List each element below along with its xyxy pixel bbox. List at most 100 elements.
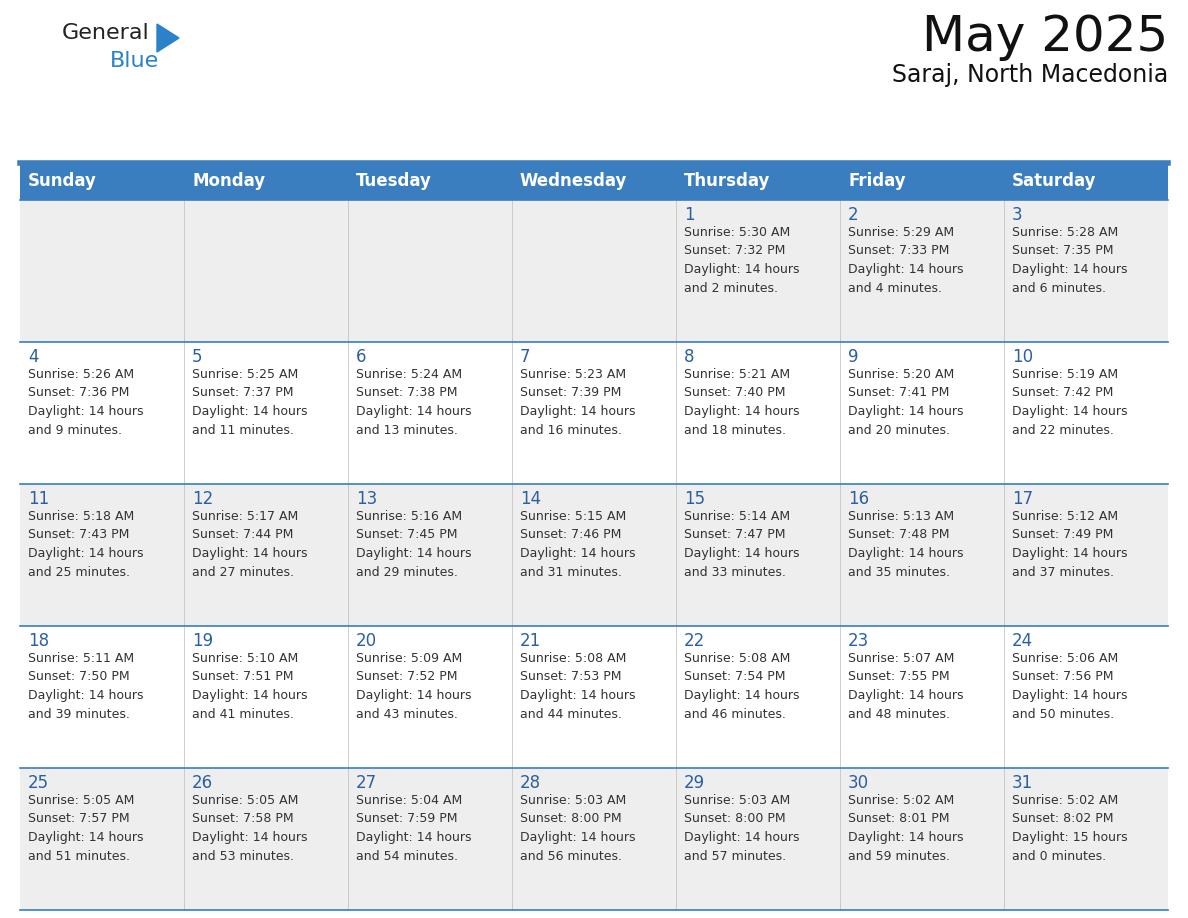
Bar — [20, 200, 184, 342]
Bar — [20, 484, 184, 626]
Text: 16: 16 — [848, 490, 870, 508]
Bar — [1004, 342, 1168, 484]
Bar — [348, 484, 512, 626]
Bar — [1004, 200, 1168, 342]
Text: 4: 4 — [29, 348, 38, 366]
Text: Friday: Friday — [848, 173, 905, 191]
Bar — [184, 768, 348, 910]
Text: Sunrise: 5:07 AM
Sunset: 7:55 PM
Daylight: 14 hours
and 48 minutes.: Sunrise: 5:07 AM Sunset: 7:55 PM Dayligh… — [848, 652, 963, 721]
Text: 14: 14 — [520, 490, 541, 508]
Text: Sunrise: 5:08 AM
Sunset: 7:54 PM
Daylight: 14 hours
and 46 minutes.: Sunrise: 5:08 AM Sunset: 7:54 PM Dayligh… — [684, 652, 800, 721]
Bar — [676, 768, 840, 910]
Text: Wednesday: Wednesday — [520, 173, 627, 191]
Text: Sunrise: 5:11 AM
Sunset: 7:50 PM
Daylight: 14 hours
and 39 minutes.: Sunrise: 5:11 AM Sunset: 7:50 PM Dayligh… — [29, 652, 144, 721]
Bar — [20, 163, 184, 200]
Bar — [348, 163, 512, 200]
Text: 10: 10 — [1012, 348, 1034, 366]
Bar — [20, 626, 184, 768]
Bar — [184, 200, 348, 342]
Text: Thursday: Thursday — [684, 173, 770, 191]
Text: Sunrise: 5:02 AM
Sunset: 8:02 PM
Daylight: 15 hours
and 0 minutes.: Sunrise: 5:02 AM Sunset: 8:02 PM Dayligh… — [1012, 794, 1127, 863]
Text: 7: 7 — [520, 348, 531, 366]
Bar — [840, 200, 1004, 342]
Bar — [348, 768, 512, 910]
Text: Sunrise: 5:24 AM
Sunset: 7:38 PM
Daylight: 14 hours
and 13 minutes.: Sunrise: 5:24 AM Sunset: 7:38 PM Dayligh… — [356, 368, 472, 436]
Text: 15: 15 — [684, 490, 706, 508]
Bar — [184, 342, 348, 484]
Text: 6: 6 — [356, 348, 367, 366]
Text: 13: 13 — [356, 490, 378, 508]
Text: 20: 20 — [356, 632, 377, 650]
Bar — [348, 200, 512, 342]
Bar — [20, 768, 184, 910]
Bar — [20, 342, 184, 484]
Text: May 2025: May 2025 — [922, 13, 1168, 61]
Text: 21: 21 — [520, 632, 542, 650]
Bar — [512, 626, 676, 768]
Text: Sunrise: 5:05 AM
Sunset: 7:57 PM
Daylight: 14 hours
and 51 minutes.: Sunrise: 5:05 AM Sunset: 7:57 PM Dayligh… — [29, 794, 144, 863]
Polygon shape — [157, 24, 179, 52]
Bar — [1004, 768, 1168, 910]
Bar — [512, 484, 676, 626]
Text: Saraj, North Macedonia: Saraj, North Macedonia — [892, 63, 1168, 87]
Text: 28: 28 — [520, 774, 541, 792]
Bar — [840, 484, 1004, 626]
Text: Sunrise: 5:29 AM
Sunset: 7:33 PM
Daylight: 14 hours
and 4 minutes.: Sunrise: 5:29 AM Sunset: 7:33 PM Dayligh… — [848, 226, 963, 295]
Text: Sunrise: 5:30 AM
Sunset: 7:32 PM
Daylight: 14 hours
and 2 minutes.: Sunrise: 5:30 AM Sunset: 7:32 PM Dayligh… — [684, 226, 800, 295]
Text: Sunrise: 5:25 AM
Sunset: 7:37 PM
Daylight: 14 hours
and 11 minutes.: Sunrise: 5:25 AM Sunset: 7:37 PM Dayligh… — [192, 368, 308, 436]
Text: Sunrise: 5:13 AM
Sunset: 7:48 PM
Daylight: 14 hours
and 35 minutes.: Sunrise: 5:13 AM Sunset: 7:48 PM Dayligh… — [848, 510, 963, 578]
Text: Sunrise: 5:15 AM
Sunset: 7:46 PM
Daylight: 14 hours
and 31 minutes.: Sunrise: 5:15 AM Sunset: 7:46 PM Dayligh… — [520, 510, 636, 578]
Text: 27: 27 — [356, 774, 377, 792]
Text: Blue: Blue — [110, 51, 159, 71]
Bar — [1004, 626, 1168, 768]
Bar — [840, 626, 1004, 768]
Text: Tuesday: Tuesday — [356, 173, 432, 191]
Text: 31: 31 — [1012, 774, 1034, 792]
Text: Sunrise: 5:17 AM
Sunset: 7:44 PM
Daylight: 14 hours
and 27 minutes.: Sunrise: 5:17 AM Sunset: 7:44 PM Dayligh… — [192, 510, 308, 578]
Text: Sunrise: 5:12 AM
Sunset: 7:49 PM
Daylight: 14 hours
and 37 minutes.: Sunrise: 5:12 AM Sunset: 7:49 PM Dayligh… — [1012, 510, 1127, 578]
Text: Sunrise: 5:02 AM
Sunset: 8:01 PM
Daylight: 14 hours
and 59 minutes.: Sunrise: 5:02 AM Sunset: 8:01 PM Dayligh… — [848, 794, 963, 863]
Text: Sunrise: 5:28 AM
Sunset: 7:35 PM
Daylight: 14 hours
and 6 minutes.: Sunrise: 5:28 AM Sunset: 7:35 PM Dayligh… — [1012, 226, 1127, 295]
Text: 11: 11 — [29, 490, 49, 508]
Text: Sunrise: 5:08 AM
Sunset: 7:53 PM
Daylight: 14 hours
and 44 minutes.: Sunrise: 5:08 AM Sunset: 7:53 PM Dayligh… — [520, 652, 636, 721]
Text: Sunrise: 5:18 AM
Sunset: 7:43 PM
Daylight: 14 hours
and 25 minutes.: Sunrise: 5:18 AM Sunset: 7:43 PM Dayligh… — [29, 510, 144, 578]
Bar — [676, 200, 840, 342]
Text: 1: 1 — [684, 206, 695, 224]
Text: Sunrise: 5:03 AM
Sunset: 8:00 PM
Daylight: 14 hours
and 56 minutes.: Sunrise: 5:03 AM Sunset: 8:00 PM Dayligh… — [520, 794, 636, 863]
Text: Monday: Monday — [192, 173, 265, 191]
Text: 29: 29 — [684, 774, 706, 792]
Bar — [840, 342, 1004, 484]
Bar — [676, 484, 840, 626]
Text: 12: 12 — [192, 490, 214, 508]
Bar — [676, 342, 840, 484]
Text: 3: 3 — [1012, 206, 1023, 224]
Bar — [676, 163, 840, 200]
Bar — [184, 484, 348, 626]
Text: Sunrise: 5:05 AM
Sunset: 7:58 PM
Daylight: 14 hours
and 53 minutes.: Sunrise: 5:05 AM Sunset: 7:58 PM Dayligh… — [192, 794, 308, 863]
Bar — [512, 200, 676, 342]
Text: 23: 23 — [848, 632, 870, 650]
Text: 26: 26 — [192, 774, 213, 792]
Text: 18: 18 — [29, 632, 49, 650]
Text: Sunrise: 5:19 AM
Sunset: 7:42 PM
Daylight: 14 hours
and 22 minutes.: Sunrise: 5:19 AM Sunset: 7:42 PM Dayligh… — [1012, 368, 1127, 436]
Bar — [1004, 484, 1168, 626]
Text: Saturday: Saturday — [1012, 173, 1097, 191]
Text: Sunrise: 5:04 AM
Sunset: 7:59 PM
Daylight: 14 hours
and 54 minutes.: Sunrise: 5:04 AM Sunset: 7:59 PM Dayligh… — [356, 794, 472, 863]
Bar — [676, 626, 840, 768]
Text: Sunrise: 5:10 AM
Sunset: 7:51 PM
Daylight: 14 hours
and 41 minutes.: Sunrise: 5:10 AM Sunset: 7:51 PM Dayligh… — [192, 652, 308, 721]
Bar — [184, 626, 348, 768]
Text: 2: 2 — [848, 206, 859, 224]
Text: 9: 9 — [848, 348, 859, 366]
Text: Sunrise: 5:09 AM
Sunset: 7:52 PM
Daylight: 14 hours
and 43 minutes.: Sunrise: 5:09 AM Sunset: 7:52 PM Dayligh… — [356, 652, 472, 721]
Text: 17: 17 — [1012, 490, 1034, 508]
Text: 30: 30 — [848, 774, 870, 792]
Bar — [1004, 163, 1168, 200]
Bar — [512, 342, 676, 484]
Bar — [840, 163, 1004, 200]
Text: 22: 22 — [684, 632, 706, 650]
Bar — [348, 342, 512, 484]
Bar — [512, 163, 676, 200]
Text: 24: 24 — [1012, 632, 1034, 650]
Text: Sunrise: 5:06 AM
Sunset: 7:56 PM
Daylight: 14 hours
and 50 minutes.: Sunrise: 5:06 AM Sunset: 7:56 PM Dayligh… — [1012, 652, 1127, 721]
Text: Sunrise: 5:03 AM
Sunset: 8:00 PM
Daylight: 14 hours
and 57 minutes.: Sunrise: 5:03 AM Sunset: 8:00 PM Dayligh… — [684, 794, 800, 863]
